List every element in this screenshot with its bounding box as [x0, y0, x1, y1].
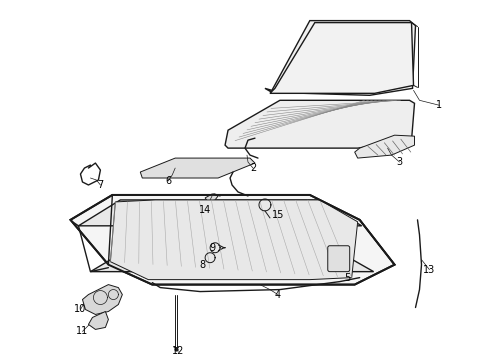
- Text: 13: 13: [423, 265, 436, 275]
- Polygon shape: [265, 21, 416, 95]
- Text: 4: 4: [275, 289, 281, 300]
- Text: 12: 12: [172, 346, 184, 356]
- Polygon shape: [110, 200, 358, 280]
- Polygon shape: [91, 247, 374, 272]
- Text: 3: 3: [396, 157, 403, 167]
- Text: 7: 7: [98, 180, 103, 190]
- Text: 15: 15: [272, 210, 284, 220]
- Polygon shape: [270, 23, 414, 93]
- Polygon shape: [140, 158, 255, 178]
- Polygon shape: [89, 311, 108, 329]
- Text: 2: 2: [250, 163, 256, 173]
- Text: 6: 6: [165, 176, 172, 186]
- Text: 5: 5: [344, 273, 351, 283]
- Text: 14: 14: [199, 205, 211, 215]
- Polygon shape: [225, 100, 415, 148]
- Polygon shape: [205, 194, 218, 202]
- Polygon shape: [82, 285, 122, 315]
- Text: 9: 9: [209, 243, 215, 253]
- Text: 1: 1: [437, 100, 442, 110]
- Polygon shape: [71, 195, 394, 285]
- Polygon shape: [78, 200, 362, 226]
- FancyBboxPatch shape: [328, 246, 350, 272]
- Polygon shape: [355, 135, 415, 158]
- Text: 8: 8: [199, 260, 205, 270]
- Text: 10: 10: [74, 305, 87, 315]
- Text: 11: 11: [76, 327, 89, 336]
